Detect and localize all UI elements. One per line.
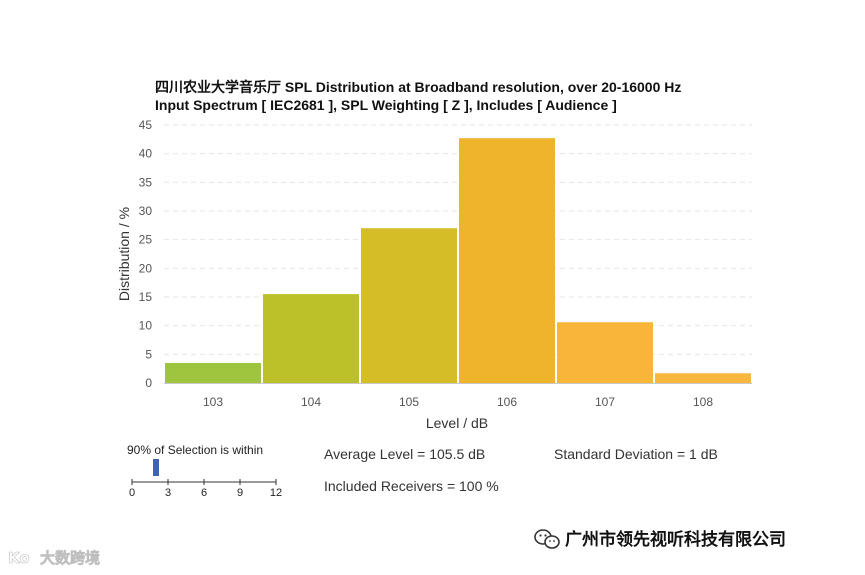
x-tick-label: 104 bbox=[301, 395, 321, 409]
y-axis-ticks: 0 5 10 15 20 25 30 35 40 45 bbox=[139, 118, 153, 390]
slider-handle[interactable] bbox=[153, 459, 159, 476]
x-tick-label: 105 bbox=[399, 395, 419, 409]
x-tick-label: 106 bbox=[497, 395, 517, 409]
selection-label: 90% of Selection is within bbox=[127, 443, 263, 457]
bar bbox=[165, 362, 261, 383]
y-tick-label: 45 bbox=[139, 118, 153, 132]
y-tick-label: 10 bbox=[139, 319, 153, 333]
standard-deviation-text: Standard Deviation = 1 dB bbox=[554, 446, 718, 462]
y-tick-label: 30 bbox=[139, 204, 153, 218]
x-tick-label: 107 bbox=[595, 395, 615, 409]
included-receivers-text: Included Receivers = 100 % bbox=[324, 478, 499, 494]
chart-title-line-1: 四川农业大学音乐厅 SPL Distribution at Broadband … bbox=[155, 79, 681, 95]
watermark-text: 大数跨境 bbox=[40, 549, 100, 567]
x-axis-title: Level / dB bbox=[426, 415, 488, 431]
y-tick-label: 5 bbox=[145, 347, 152, 361]
bar bbox=[655, 373, 751, 383]
y-tick-label: 0 bbox=[145, 376, 152, 390]
slider-tick-label: 0 bbox=[129, 487, 135, 499]
bar bbox=[361, 228, 457, 383]
x-tick-label: 108 bbox=[693, 395, 713, 409]
slider-tick-label: 9 bbox=[237, 487, 243, 499]
bar bbox=[459, 138, 555, 383]
gridlines bbox=[164, 124, 752, 355]
chart-title-line-2: Input Spectrum [ IEC2681 ], SPL Weightin… bbox=[155, 97, 617, 113]
company-name: 广州市领先视听科技有限公司 bbox=[565, 529, 786, 550]
slider-tick-label: 3 bbox=[165, 487, 171, 499]
wechat-icon bbox=[534, 529, 560, 549]
watermark-logo: Ko 大数跨境 bbox=[8, 549, 101, 568]
average-level-text: Average Level = 105.5 dB bbox=[324, 446, 485, 462]
slider-tick-label: 12 bbox=[270, 487, 282, 499]
y-tick-label: 25 bbox=[139, 233, 153, 247]
selection-slider[interactable]: 0 3 6 9 12 bbox=[129, 459, 282, 499]
y-tick-label: 40 bbox=[139, 147, 153, 161]
y-tick-label: 20 bbox=[139, 261, 153, 275]
bar bbox=[263, 294, 359, 383]
bars bbox=[165, 138, 751, 383]
x-tick-label: 103 bbox=[203, 395, 223, 409]
y-axis-title: Distribution / % bbox=[116, 207, 132, 301]
watermark-logo-mark: Ko bbox=[8, 549, 30, 567]
y-tick-label: 15 bbox=[139, 290, 153, 304]
bar bbox=[557, 322, 653, 383]
slider-tick-label: 6 bbox=[201, 487, 207, 499]
y-tick-label: 35 bbox=[139, 175, 153, 189]
x-axis-ticks: 103 104 105 106 107 108 bbox=[203, 395, 713, 409]
